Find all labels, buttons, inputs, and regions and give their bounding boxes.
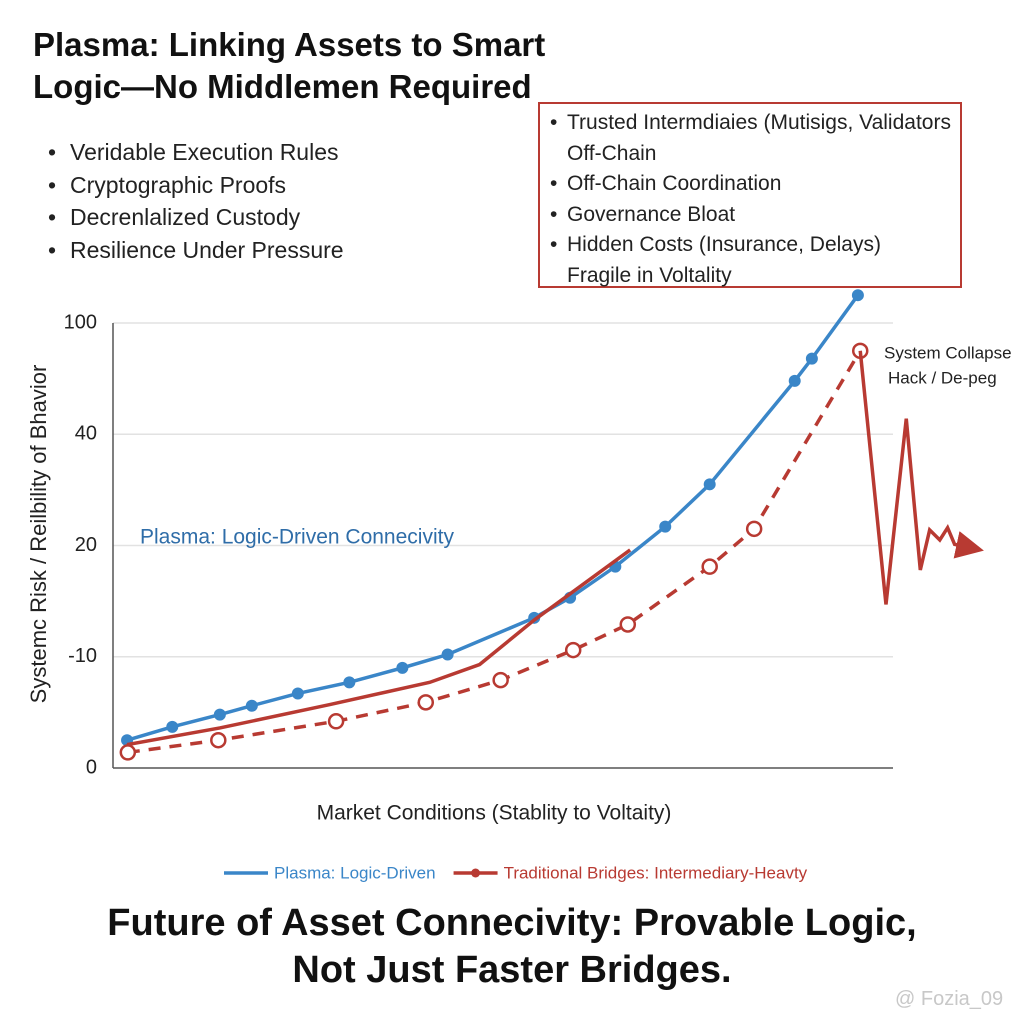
point [166, 720, 179, 733]
box-item: Trusted Intermdiaies (Mutisigs, Validato… [550, 108, 960, 139]
point [417, 694, 435, 711]
y-tick-label: -10 [68, 645, 97, 667]
y-tick-label: 100 [64, 311, 97, 333]
headline-line: Not Just Faster Bridges. [292, 949, 732, 991]
point [619, 616, 637, 633]
annotation: Hack / De-peg [888, 368, 997, 387]
series-line [126, 294, 860, 742]
bullet: Resilience Under Pressure [48, 234, 344, 267]
point [805, 352, 818, 365]
y-tick-label: 0 [86, 756, 97, 778]
annotation: System Collapse [884, 343, 1012, 362]
headline-line: Future of Asset Connecivity: Provable Lo… [107, 902, 917, 944]
series-line [127, 349, 862, 755]
bullet: Cryptographic Proofs [48, 169, 344, 202]
point [291, 687, 304, 700]
point [492, 671, 509, 689]
y-tick-label: 40 [75, 423, 97, 445]
y-tick-label: 20 [75, 534, 97, 556]
series-line [126, 548, 632, 747]
point [703, 478, 716, 491]
headline: Future of Asset Connecivity: Provable Lo… [0, 900, 1024, 994]
point [396, 661, 409, 674]
drawback-box: Trusted Intermdiaies (Mutisigs, Validato… [538, 102, 962, 288]
annotation: Plasma: Logic-Driven Connecivity [140, 526, 454, 549]
legend-label: Plasma: Logic-Driven [274, 863, 436, 882]
series-line [858, 350, 984, 605]
box-item-continued: Fragile in Voltality [567, 263, 732, 287]
point [210, 731, 227, 749]
point [788, 374, 801, 387]
point [327, 713, 345, 730]
title: Plasma: Linking Assets to Smart Logic—No… [33, 26, 546, 105]
point [119, 744, 137, 761]
box-item: Hidden Costs (Insurance, Delays) [550, 230, 960, 261]
box-item-continued: Off-Chain [567, 141, 657, 165]
bullet: Decrenlalized Custody [48, 201, 344, 234]
point [343, 676, 356, 689]
point [851, 289, 864, 302]
point [701, 558, 718, 575]
box-item: Governance Bloat [550, 200, 960, 231]
y-axis-label: Systemc Risk / Reilbility of Bhavior [26, 365, 51, 704]
point [745, 520, 763, 538]
bullet-list: Veridable Execution RulesCryptographic P… [48, 136, 344, 266]
x-axis-label: Market Conditions (Stablity to Voltaity) [317, 802, 672, 825]
bullet: Veridable Execution Rules [48, 136, 344, 169]
point [441, 648, 454, 661]
legend-marker [471, 868, 481, 878]
point [213, 708, 226, 721]
point [245, 699, 258, 712]
legend-label: Traditional Bridges: Intermediary-Heavty [504, 863, 808, 882]
point [564, 641, 582, 659]
box-item: Off-Chain Coordination [550, 169, 960, 200]
watermark: @ Fozia_09 [895, 988, 1004, 1010]
point [659, 520, 672, 533]
